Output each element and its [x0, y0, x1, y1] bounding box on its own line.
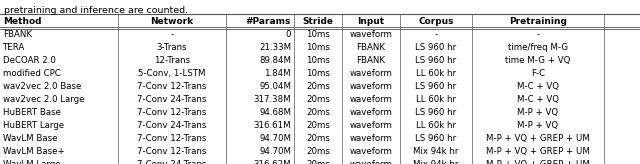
Text: waveform: waveform	[349, 121, 392, 130]
Text: 20ms: 20ms	[306, 121, 330, 130]
Text: F-C: F-C	[531, 69, 545, 78]
Text: 0: 0	[285, 30, 291, 39]
Text: Method: Method	[3, 17, 42, 25]
Text: waveform: waveform	[349, 160, 392, 164]
Text: Input: Input	[357, 17, 385, 25]
Text: waveform: waveform	[349, 82, 392, 91]
Text: 10ms: 10ms	[306, 69, 330, 78]
Text: 20ms: 20ms	[306, 108, 330, 117]
Text: 7-Conv 12-Trans: 7-Conv 12-Trans	[138, 134, 207, 143]
Text: LS 960 hr: LS 960 hr	[415, 134, 456, 143]
Text: waveform: waveform	[349, 108, 392, 117]
Text: Stride: Stride	[303, 17, 333, 25]
Text: 20ms: 20ms	[306, 82, 330, 91]
Text: LS 960 hr: LS 960 hr	[415, 108, 456, 117]
Text: 10ms: 10ms	[306, 30, 330, 39]
Text: HuBERT Base: HuBERT Base	[3, 108, 61, 117]
Text: 89.84M: 89.84M	[259, 56, 291, 65]
Text: wav2vec 2.0 Large: wav2vec 2.0 Large	[3, 95, 84, 104]
Text: FBANK: FBANK	[3, 30, 32, 39]
Text: LS 960 hr: LS 960 hr	[415, 56, 456, 65]
Text: Corpus: Corpus	[419, 17, 454, 25]
Text: 21.33M: 21.33M	[259, 43, 291, 52]
Text: 7-Conv 12-Trans: 7-Conv 12-Trans	[138, 108, 207, 117]
Text: Mix 94k hr: Mix 94k hr	[413, 160, 459, 164]
Text: 3-Trans: 3-Trans	[157, 43, 188, 52]
Text: LL 60k hr: LL 60k hr	[416, 69, 456, 78]
Text: 7-Conv 24-Trans: 7-Conv 24-Trans	[138, 121, 207, 130]
Text: M-C + VQ: M-C + VQ	[517, 82, 559, 91]
Text: 7-Conv 24-Trans: 7-Conv 24-Trans	[138, 160, 207, 164]
Text: modified CPC: modified CPC	[3, 69, 61, 78]
Text: M-C + VQ: M-C + VQ	[517, 95, 559, 104]
Text: 10ms: 10ms	[306, 43, 330, 52]
Text: Mix 94k hr: Mix 94k hr	[413, 147, 459, 156]
Text: M-P + VQ: M-P + VQ	[517, 121, 559, 130]
Text: 5-Conv, 1-LSTM: 5-Conv, 1-LSTM	[138, 69, 205, 78]
Text: FBANK: FBANK	[356, 43, 385, 52]
Text: WavLM Base+: WavLM Base+	[3, 147, 65, 156]
Text: WavLM Base: WavLM Base	[3, 134, 58, 143]
Text: waveform: waveform	[349, 69, 392, 78]
Text: 12-Trans: 12-Trans	[154, 56, 190, 65]
Text: 316.62M: 316.62M	[253, 160, 291, 164]
Text: LS 960 hr: LS 960 hr	[415, 82, 456, 91]
Text: LL 60k hr: LL 60k hr	[416, 121, 456, 130]
Text: 20ms: 20ms	[306, 147, 330, 156]
Text: wav2vec 2.0 Base: wav2vec 2.0 Base	[3, 82, 81, 91]
Text: 316.61M: 316.61M	[253, 121, 291, 130]
Text: FBANK: FBANK	[356, 56, 385, 65]
Text: M-P + VQ + GREP + UM: M-P + VQ + GREP + UM	[486, 160, 590, 164]
Text: Pretraining: Pretraining	[509, 17, 567, 25]
Text: HuBERT Large: HuBERT Large	[3, 121, 64, 130]
Text: M-P + VQ + GREP + UM: M-P + VQ + GREP + UM	[486, 147, 590, 156]
Text: M-P + VQ + GREP + UM: M-P + VQ + GREP + UM	[486, 134, 590, 143]
Text: 95.04M: 95.04M	[259, 82, 291, 91]
Text: #Params: #Params	[246, 17, 291, 25]
Text: waveform: waveform	[349, 147, 392, 156]
Text: waveform: waveform	[349, 95, 392, 104]
Text: 20ms: 20ms	[306, 134, 330, 143]
Text: 317.38M: 317.38M	[253, 95, 291, 104]
Text: waveform: waveform	[349, 134, 392, 143]
Text: DeCOAR 2.0: DeCOAR 2.0	[3, 56, 56, 65]
Text: time/freq M-G: time/freq M-G	[508, 43, 568, 52]
Text: M-P + VQ: M-P + VQ	[517, 108, 559, 117]
Text: waveform: waveform	[349, 30, 392, 39]
Text: 1.84M: 1.84M	[264, 69, 291, 78]
Text: 7-Conv 12-Trans: 7-Conv 12-Trans	[138, 147, 207, 156]
Text: LL 60k hr: LL 60k hr	[416, 95, 456, 104]
Text: time M-G + VQ: time M-G + VQ	[506, 56, 571, 65]
Text: WavLM Large: WavLM Large	[3, 160, 61, 164]
Text: -: -	[435, 30, 438, 39]
Text: LS 960 hr: LS 960 hr	[415, 43, 456, 52]
Text: 94.68M: 94.68M	[259, 108, 291, 117]
Text: 94.70M: 94.70M	[259, 134, 291, 143]
Text: 10ms: 10ms	[306, 56, 330, 65]
Text: 94.70M: 94.70M	[259, 147, 291, 156]
Text: 7-Conv 24-Trans: 7-Conv 24-Trans	[138, 95, 207, 104]
Text: 7-Conv 12-Trans: 7-Conv 12-Trans	[138, 82, 207, 91]
Text: 20ms: 20ms	[306, 95, 330, 104]
Text: 20ms: 20ms	[306, 160, 330, 164]
Text: -: -	[170, 30, 173, 39]
Text: pretraining and inference are counted.: pretraining and inference are counted.	[4, 6, 188, 15]
Text: Network: Network	[150, 17, 193, 25]
Text: -: -	[536, 30, 540, 39]
Text: TERA: TERA	[3, 43, 25, 52]
